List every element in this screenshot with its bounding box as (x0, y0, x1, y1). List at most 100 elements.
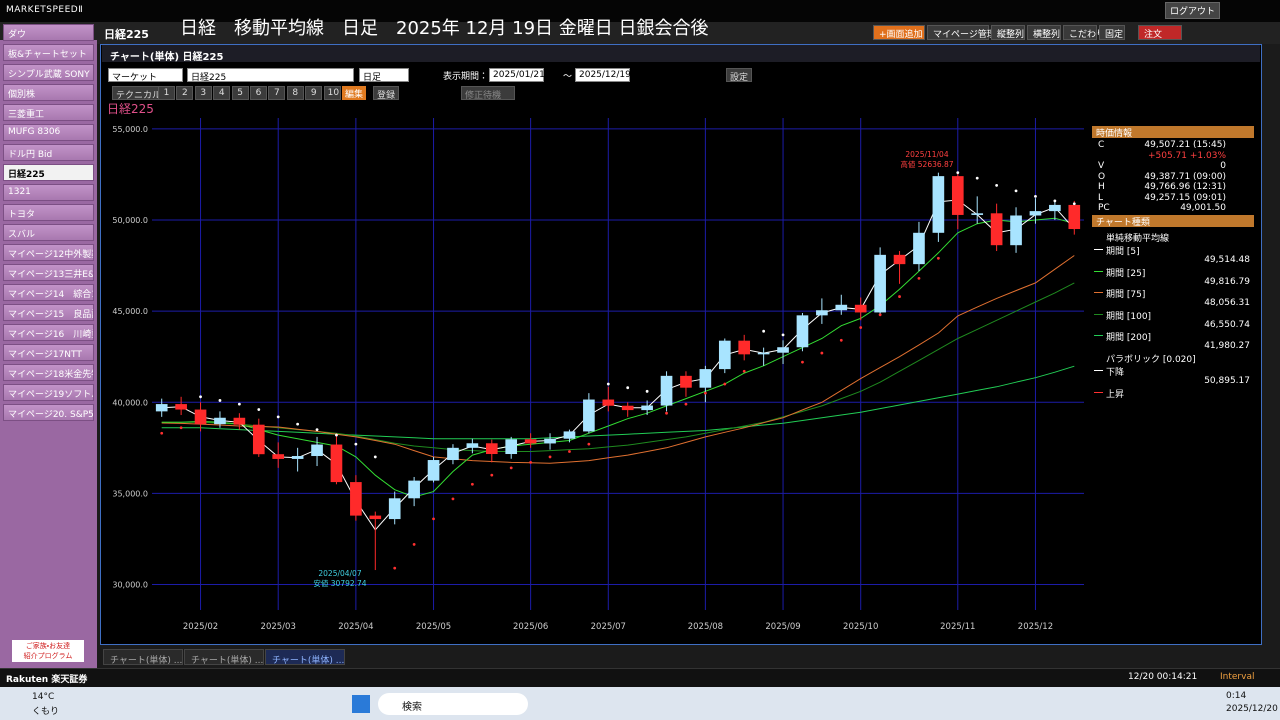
tab[interactable]: チャート(単体) ... (265, 649, 345, 666)
legend-entry: 期間 [200] (1092, 330, 1254, 343)
quote-value: 49,001.50 (1180, 203, 1226, 213)
sar-dot (936, 256, 940, 260)
technical-button[interactable]: テクニカル (112, 86, 166, 101)
tab[interactable]: チャート(単体) ... (184, 649, 264, 666)
x-tick-label: 2025/03 (261, 622, 296, 632)
promo-banner[interactable]: ご家族・お友達 紹介プログラム (12, 640, 84, 662)
candle-body (854, 304, 867, 313)
top-button[interactable]: 縦整列 (991, 25, 1025, 40)
slot-button[interactable]: 2 (176, 86, 194, 100)
candle-body (175, 404, 187, 410)
banner-line: 紹介プログラム (23, 652, 73, 660)
sidebar-item[interactable]: マイページ18米金先物 (3, 364, 94, 381)
slot-button[interactable]: 7 (268, 86, 286, 100)
sidebar-item[interactable]: 日経225 (3, 164, 94, 181)
tab[interactable]: チャート(単体) ... (103, 649, 183, 666)
slot-button[interactable]: 5 (231, 86, 249, 100)
sar-dot (335, 433, 338, 437)
sidebar-item[interactable]: マイページ20. S&P50 (3, 404, 94, 421)
legend-value: 50,895.17 (1204, 376, 1250, 386)
x-tick-label: 2025/10 (843, 622, 878, 632)
y-tick-label: 30,000.0 (112, 580, 148, 589)
sar-dot (762, 329, 766, 333)
chart-window (100, 44, 1262, 645)
top-button[interactable]: +画面追加 (873, 25, 925, 40)
period-select[interactable]: 日足 (359, 68, 409, 83)
candle-body (777, 347, 789, 353)
sar-dot (975, 176, 979, 180)
symbol-select[interactable]: 日経225 (187, 68, 354, 83)
chart-title: 日経225 (107, 102, 154, 116)
sar-dot (1072, 202, 1076, 206)
market-select[interactable]: マーケット (108, 68, 183, 83)
slot-button[interactable]: 10 (323, 86, 341, 100)
top-bar: MARKETSPEEDⅡ ログアウト (0, 0, 1280, 22)
top-button[interactable]: こだわり (1063, 25, 1105, 40)
legend-swatch (1094, 335, 1103, 336)
ma-line (161, 217, 1075, 498)
sidebar-item[interactable]: マイページ12中外製薬 (3, 244, 94, 261)
sar-dot (315, 428, 319, 431)
sidebar-item[interactable]: MUFG 8306 (3, 124, 94, 141)
info-panel: 時価情報 C 49,507.21 (15:45) +505.71 +1.03% V 0 O 4… (1092, 126, 1254, 400)
sidebar-item[interactable]: 三菱重工 (3, 104, 94, 121)
sar-dot (665, 411, 668, 415)
logout-button[interactable]: ログアウト (1165, 2, 1221, 19)
slot-button[interactable]: 1 (158, 86, 175, 100)
date-to[interactable]: 2025/12/19 (575, 68, 631, 82)
slot-button[interactable]: 9 (305, 86, 323, 100)
x-tick-label: 2025/07 (591, 622, 626, 632)
slot-button[interactable]: 4 (213, 86, 231, 100)
candle-body (194, 409, 207, 425)
register-button[interactable]: 登録 (373, 86, 400, 101)
sidebar-item[interactable]: マイページ17NTT (3, 344, 94, 361)
candle-body (796, 315, 809, 348)
sidebar: ダウ板&チャートセット シンプル武蔵 SONY 個別株三菱重工 MUFG 8306 ドル… (0, 24, 97, 668)
sar-dot (781, 333, 785, 337)
sidebar-item[interactable]: シンプル武蔵 SONY (3, 64, 94, 81)
slot-button[interactable]: 8 (286, 86, 304, 100)
sidebar-item[interactable]: マイページ13三井E&S (3, 264, 94, 281)
top-button[interactable]: 固定 (1099, 25, 1125, 40)
x-tick-label: 2025/04 (338, 622, 373, 632)
sidebar-item[interactable]: スバル (3, 224, 94, 241)
sar-dot (470, 482, 474, 486)
sar-dot (432, 517, 435, 521)
sidebar-item[interactable]: マイページ15 良品計 (3, 304, 94, 321)
date-from[interactable]: 2025/01/21 (489, 68, 545, 82)
candle-body (369, 515, 382, 520)
quote-value: 0 (1220, 161, 1226, 171)
sar-dot (703, 391, 707, 395)
quote-change: +505.71 +1.03% (1147, 150, 1226, 161)
sidebar-item[interactable]: 個別株 (3, 84, 94, 101)
sidebar-item[interactable]: 1321 (3, 184, 94, 201)
sidebar-item[interactable]: マイページ19ソフトバン (3, 384, 94, 401)
legend-entry: 期間 [75] (1092, 287, 1254, 300)
slot-button[interactable]: 6 (250, 86, 267, 100)
edit-button[interactable]: 編集 (342, 86, 367, 100)
candle-body (718, 340, 731, 370)
legend-value: 49,514.48 (1204, 255, 1250, 265)
sidebar-item[interactable]: トヨタ (3, 204, 94, 221)
start-button[interactable] (352, 695, 370, 713)
sidebar-item[interactable]: 板&チャートセット (3, 44, 94, 61)
search-box[interactable]: 検索 (378, 693, 528, 715)
sar-dot (451, 497, 455, 501)
top-button[interactable]: 注文 (1138, 25, 1182, 40)
pending-button[interactable]: 修正待機 (461, 86, 515, 101)
ma-line (161, 365, 1075, 440)
annotation: 高値 52636.87 (900, 159, 953, 169)
sidebar-item[interactable]: マイページ14 綜合15 (3, 284, 94, 301)
sidebar-item[interactable]: ダウ (3, 24, 94, 41)
legend-value: 49,816.79 (1204, 276, 1250, 287)
top-button[interactable]: マイページ管理 (927, 25, 996, 40)
candle-body (544, 438, 556, 444)
settings-button[interactable]: 設定 (726, 68, 753, 83)
sidebar-item[interactable]: ドル円 Bid (3, 144, 94, 161)
slot-button[interactable]: 3 (194, 86, 212, 100)
sidebar-item[interactable]: マイページ16 川崎重 (3, 324, 94, 341)
candle-body (350, 482, 362, 516)
top-button[interactable]: 横整列 (1027, 25, 1061, 40)
status-bar: Rakuten 楽天証券 12/20 00:14:21 Interval (0, 668, 1280, 687)
quote-value: 49,766.96 (12:31) (1144, 182, 1226, 192)
